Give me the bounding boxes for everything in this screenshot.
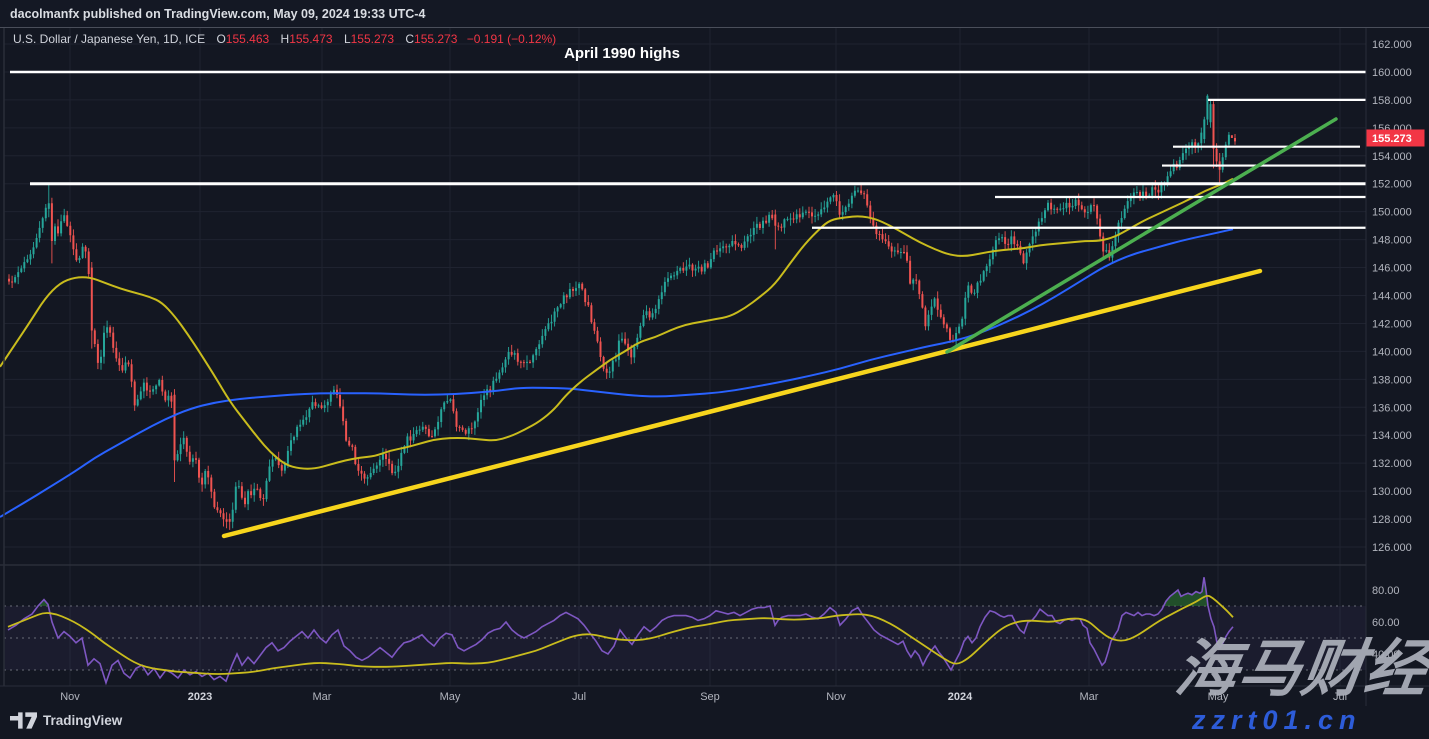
last-price-tag-text: 155.273 [1372, 133, 1412, 145]
moving-averages [0, 177, 1234, 518]
open-value: 155.463 [225, 32, 270, 46]
symbol-title[interactable]: U.S. Dollar / Japanese Yen, 1D, ICE [13, 32, 206, 46]
rsi-ma-line [7, 595, 1234, 675]
rising-support-yellow [221, 268, 1263, 539]
time-axis-label: Mar [1080, 691, 1099, 703]
watermark-cjk: 海马财经 [1171, 635, 1429, 704]
price-axis-label: 128.000 [1372, 514, 1412, 526]
price-axis-label: 126.000 [1372, 542, 1412, 554]
trendlines [221, 117, 1338, 539]
price-axis-label: 136.000 [1372, 402, 1412, 414]
time-axis-label: Nov [826, 691, 846, 703]
annotation-april-1990-highs: April 1990 highs [564, 45, 680, 62]
price-axis-label: 158.000 [1372, 95, 1412, 107]
time-axis-label: 2023 [188, 691, 212, 703]
time-axis-label: Sep [700, 691, 720, 703]
ma-50-yellow [0, 177, 1234, 470]
price-axis-label: 138.000 [1372, 374, 1412, 386]
low-label: L [343, 32, 351, 46]
price-axis-label: 162.000 [1372, 39, 1412, 51]
price-axis-label: 134.000 [1372, 430, 1412, 442]
change-value: −0.191 (−0.12%) [466, 32, 557, 46]
pane-borders [0, 28, 1429, 706]
last-price-tag [1366, 129, 1425, 147]
price-axis-label: 160.000 [1372, 67, 1412, 79]
steep-support-green [945, 117, 1338, 354]
publish-bar: dacolmanfx published on TradingView.com,… [0, 0, 1429, 28]
tradingview-icon [10, 712, 37, 729]
rsi-axis-label: 80.00 [1372, 585, 1400, 597]
watermark-url: zzrt01.cn [1192, 705, 1362, 735]
time-axis-label: 2024 [948, 691, 973, 703]
publish-text: dacolmanfx published on TradingView.com,… [10, 7, 426, 21]
price-axis-label: 130.000 [1372, 486, 1412, 498]
tradingview-logo-text: TradingView [43, 713, 123, 728]
gridlines [4, 28, 1366, 686]
price-axis-label: 144.000 [1372, 290, 1412, 302]
time-axis-label: Nov [60, 691, 80, 703]
time-axis-label: May [440, 691, 461, 703]
time-axis-label: Jul [572, 691, 586, 703]
rsi-axis-label: 60.00 [1372, 617, 1400, 629]
time-axis-label: Jul [1333, 691, 1347, 703]
horizontal-levels [10, 70, 1366, 229]
time-axis-label: Mar [313, 691, 332, 703]
symbol-legend[interactable]: U.S. Dollar / Japanese Yen, 1D, ICE O155… [13, 32, 556, 46]
ma-200-blue [0, 228, 1234, 518]
tradingview-logo[interactable]: TradingView [10, 712, 122, 729]
open-label: O [216, 32, 226, 46]
rsi-axis-label: 40.00 [1372, 649, 1400, 661]
high-label: H [280, 32, 290, 46]
high-value: 155.473 [289, 32, 333, 46]
close-label: C [405, 32, 415, 46]
time-axis[interactable]: Nov 2023 Mar May Jul Sep Nov 2024 Mar May Jul [60, 691, 1347, 703]
price-axis-label: 150.000 [1372, 207, 1412, 219]
rsi-line [7, 577, 1234, 686]
price-axis-label: 148.000 [1372, 235, 1412, 247]
candlestick-series [8, 94, 1236, 530]
price-axis-label: 132.000 [1372, 458, 1412, 470]
rsi-overbought-fill [1163, 577, 1208, 606]
time-axis-label: May [1208, 691, 1229, 703]
price-axis-label: 142.000 [1372, 318, 1412, 330]
close-value: 155.273 [414, 32, 458, 46]
price-axis-label: 140.000 [1372, 346, 1412, 358]
rsi-overbought-fill [38, 599, 49, 606]
price-axis-label: 154.000 [1372, 151, 1412, 163]
price-axis-label: 152.000 [1372, 179, 1412, 191]
price-axis-label: 146.000 [1372, 263, 1412, 275]
price-axis[interactable]: 162.000160.000158.000156.000154.000152.0… [1366, 39, 1425, 661]
low-value: 155.273 [350, 32, 395, 46]
rsi-panel-background [4, 605, 1366, 671]
rsi-indicator [7, 577, 1234, 686]
